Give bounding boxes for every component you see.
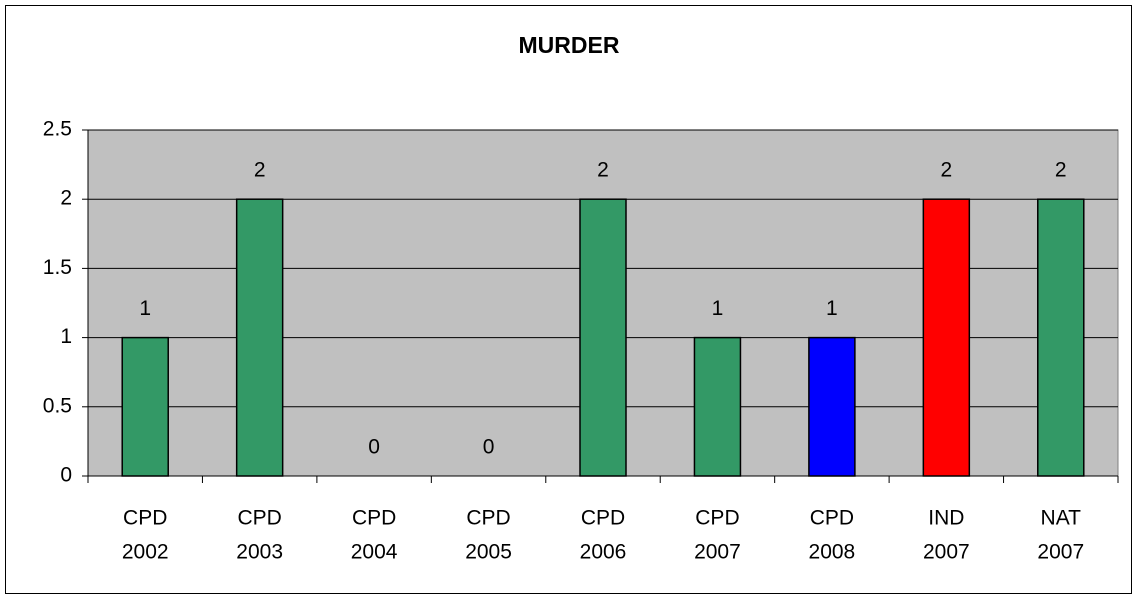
x-tick-label: 2004 (351, 541, 398, 564)
data-label: 2 (254, 159, 266, 182)
x-tick-label: CPD (695, 507, 739, 530)
data-label: 1 (826, 297, 838, 320)
x-tick-label: CPD (123, 507, 167, 530)
x-tick-label: CPD (810, 507, 854, 530)
chart-title: MURDER (519, 32, 620, 58)
x-tick-label: CPD (466, 507, 510, 530)
data-label: 2 (940, 159, 952, 182)
bar (693, 336, 742, 477)
x-tick-label: 2003 (236, 541, 283, 564)
x-tick-label: 2006 (580, 541, 627, 564)
x-tick-label: 2008 (809, 541, 856, 564)
x-tick-label: 2005 (465, 541, 512, 564)
data-label: 1 (139, 297, 151, 320)
bar (579, 198, 627, 477)
data-label: 0 (483, 436, 495, 459)
y-tick-label: 0 (60, 464, 72, 487)
bar (808, 336, 856, 477)
y-tick-label: 2 (60, 187, 72, 210)
x-tick-label: 2007 (694, 541, 741, 564)
x-tick-label: IND (928, 507, 964, 530)
x-tick-label: NAT (1041, 507, 1082, 530)
x-tick-label: 2007 (1037, 541, 1084, 564)
x-tick-label: CPD (581, 507, 625, 530)
y-tick-label: 2.5 (43, 118, 72, 141)
data-label: 2 (1055, 159, 1067, 182)
y-tick-label: 1.5 (43, 256, 72, 279)
data-label: 0 (368, 436, 380, 459)
bar (922, 198, 971, 477)
x-tick-label: CPD (352, 507, 396, 530)
bar (1037, 198, 1085, 477)
x-tick-label: CPD (237, 507, 281, 530)
data-label: 1 (712, 297, 724, 320)
x-tick-label: 2007 (923, 541, 970, 564)
bar (235, 198, 284, 477)
y-tick-label: 0.5 (43, 394, 72, 417)
bar (121, 336, 169, 477)
data-label: 2 (597, 159, 609, 182)
y-tick-label: 1 (60, 325, 72, 348)
x-tick-label: 2002 (122, 541, 169, 564)
